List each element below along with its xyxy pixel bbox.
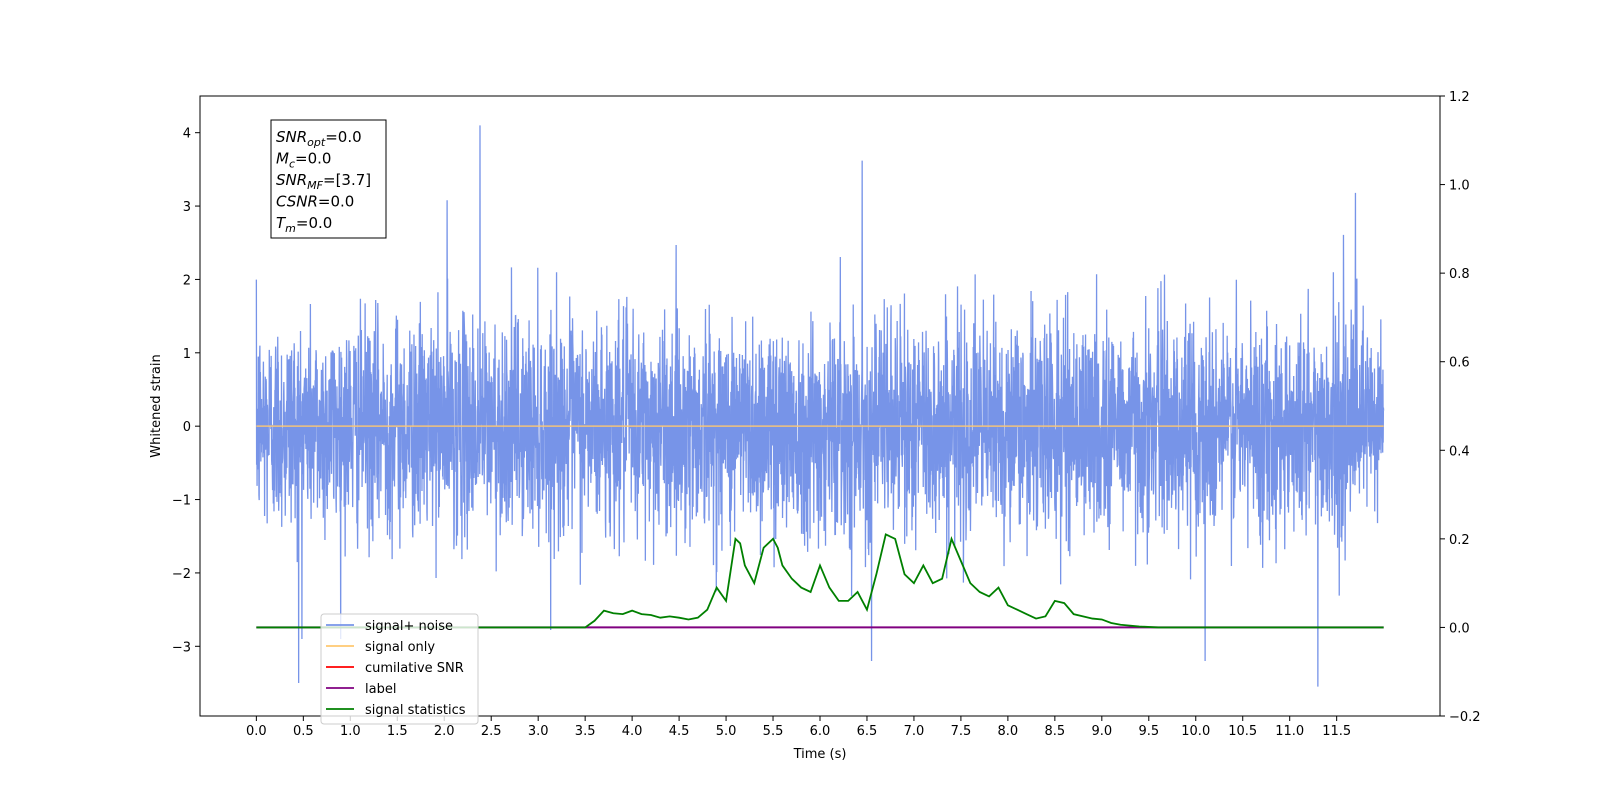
y2-tick-label: −0.2 xyxy=(1449,710,1481,725)
y-tick-label: −2 xyxy=(172,567,191,582)
annotation-var: T xyxy=(276,214,287,232)
x-tick-label: 6.5 xyxy=(857,724,878,739)
annotation-line: CSNR=0.0 xyxy=(276,193,354,211)
x-tick-label: 7.5 xyxy=(951,724,972,739)
x-tick-label: 11.5 xyxy=(1322,724,1351,739)
annotation-value: =0.0 xyxy=(318,193,354,211)
annotation-value: =0.0 xyxy=(325,128,361,146)
y2-tick-label: 0.4 xyxy=(1449,444,1470,459)
y-tick-label: −1 xyxy=(172,494,191,509)
y-axis: −3 −2 −1 0 1 2 3 4 xyxy=(172,127,200,655)
annotation-value: =0.0 xyxy=(296,214,332,232)
x-tick-label: 5.5 xyxy=(763,724,784,739)
y-tick-label: 3 xyxy=(183,200,191,215)
y2-tick-label: 0.2 xyxy=(1449,533,1470,548)
legend-label: signal only xyxy=(365,640,435,655)
x-tick-label: 9.5 xyxy=(1138,724,1159,739)
x-axis: 0.0 0.5 1.0 1.5 2.0 2.5 3.0 3.5 4.0 4.5 5.0 5.5 6.0 6… xyxy=(246,716,1351,739)
x-tick-label: 4.0 xyxy=(622,724,643,739)
annotation-line: SNRopt=0.0 xyxy=(276,128,362,149)
x-tick-label: 10.5 xyxy=(1228,724,1257,739)
x-tick-label: 0.5 xyxy=(293,724,314,739)
annotation-var: SNR xyxy=(276,128,307,146)
y2-tick-label: 1.2 xyxy=(1449,90,1470,105)
x-tick-label: 0.0 xyxy=(246,724,267,739)
annotation-line: Tm=0.0 xyxy=(276,214,332,235)
y-axis-label: Whitened strain xyxy=(149,354,164,457)
annotation-frame xyxy=(270,119,387,239)
legend-label: signal+ noise xyxy=(365,619,453,634)
series-layer xyxy=(255,125,1385,687)
legend-frame xyxy=(320,613,479,725)
annotation-sub: opt xyxy=(307,136,326,149)
y-tick-label: 4 xyxy=(183,127,191,142)
annotation-value: =0.0 xyxy=(295,150,331,168)
x-tick-label: 10.0 xyxy=(1181,724,1210,739)
x-tick-label: 4.5 xyxy=(669,724,690,739)
x-axis-label: Time (s) xyxy=(793,747,847,762)
y-tick-label: −3 xyxy=(172,640,191,655)
annotation-box: SNRopt=0.0Mc=0.0SNRMF=[3.7]CSNR=0.0Tm=0.… xyxy=(270,119,387,239)
series-signal-statistics xyxy=(256,533,1384,629)
y2-tick-label: 0.6 xyxy=(1449,356,1470,371)
legend-label: label xyxy=(365,682,396,697)
y2-tick-label: 1.0 xyxy=(1449,179,1470,194)
annotation-var: SNR xyxy=(276,171,307,189)
x-tick-label: 5.0 xyxy=(716,724,737,739)
x-tick-label: 3.0 xyxy=(528,724,549,739)
annotation-value: =[3.7] xyxy=(323,171,371,189)
annotation-var: M xyxy=(276,150,289,168)
y-tick-label: 1 xyxy=(183,347,191,362)
legend: signal+ noise signal only cumilative SNR la… xyxy=(320,613,479,725)
annotation-sub: m xyxy=(285,222,296,235)
x-tick-label: 8.5 xyxy=(1045,724,1066,739)
annotation-var: CSNR xyxy=(276,193,318,211)
y2-tick-label: 0.0 xyxy=(1449,621,1470,636)
series-signal-noise xyxy=(255,125,1385,687)
x-tick-label: 11.0 xyxy=(1275,724,1304,739)
y-tick-label: 2 xyxy=(183,273,191,288)
annotation-line: Mc=0.0 xyxy=(276,150,331,171)
x-tick-label: 1.5 xyxy=(387,724,408,739)
x-tick-label: 2.0 xyxy=(434,724,455,739)
y2-axis: −0.2 0.0 0.2 0.4 0.6 0.8 1.0 1.2 xyxy=(1440,90,1481,725)
x-tick-label: 1.0 xyxy=(340,724,361,739)
x-tick-label: 9.0 xyxy=(1091,724,1112,739)
y2-tick-label: 0.8 xyxy=(1449,267,1470,282)
legend-label: signal statistics xyxy=(365,703,466,718)
x-tick-label: 3.5 xyxy=(575,724,596,739)
annotation-sub: c xyxy=(289,158,295,171)
annotation-sub: MF xyxy=(307,179,323,192)
x-tick-label: 2.5 xyxy=(481,724,502,739)
y-tick-label: 0 xyxy=(183,420,191,435)
x-tick-label: 7.0 xyxy=(904,724,925,739)
legend-label: cumilative SNR xyxy=(365,661,464,676)
x-tick-label: 8.0 xyxy=(998,724,1019,739)
annotation-line: SNRMF=[3.7] xyxy=(276,171,371,192)
x-tick-label: 6.0 xyxy=(810,724,831,739)
